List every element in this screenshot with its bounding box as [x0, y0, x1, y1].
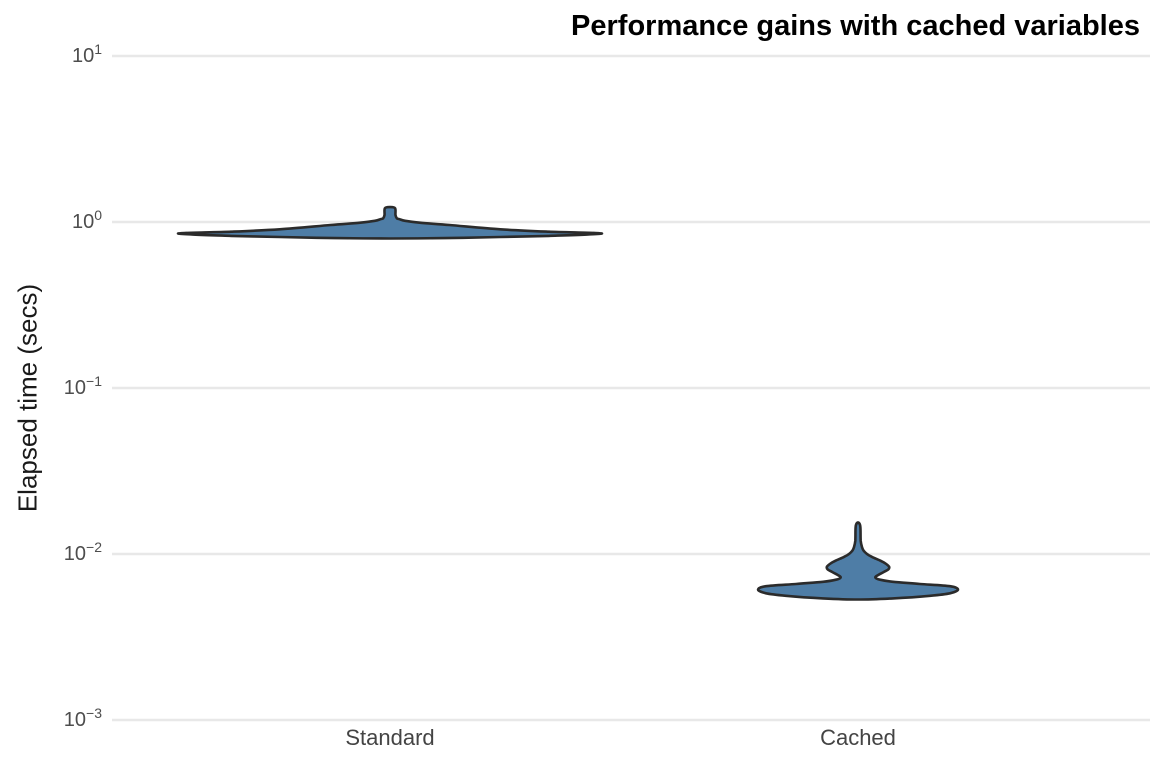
violin-standard: [176, 205, 604, 240]
y-tick-label: 10−3: [64, 705, 102, 731]
y-tick-label: 101: [72, 41, 102, 67]
y-tick-label: 10−2: [64, 539, 102, 565]
violin-cached: [756, 521, 960, 601]
x-category-label: Cached: [820, 725, 896, 750]
y-tick-label: 10−1: [64, 373, 102, 399]
chart-title: Performance gains with cached variables: [571, 10, 1140, 42]
y-tick-label: 100: [72, 207, 102, 233]
x-category-label: Standard: [345, 725, 434, 750]
